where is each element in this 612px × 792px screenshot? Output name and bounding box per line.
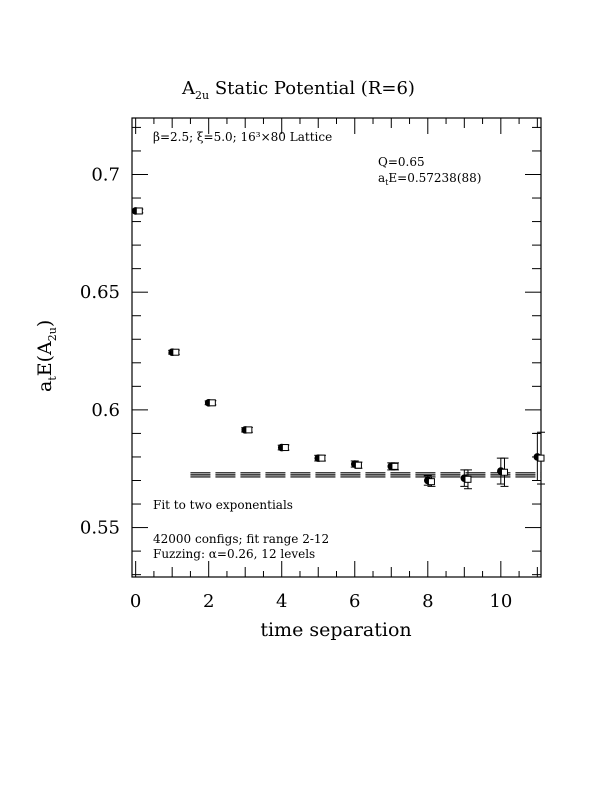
y-axis-label: atE(A2u) [34, 320, 59, 392]
data-point-square [537, 454, 545, 462]
data-point-square [464, 475, 472, 483]
x-tick-label: 8 [422, 591, 433, 612]
x-tick-label: 6 [349, 591, 360, 612]
axis-ticks [132, 118, 541, 577]
annotation-fit-energy-rest: E=0.57238(88) [388, 171, 481, 185]
x-axis-label: time separation [260, 619, 411, 641]
y-tick-label: 0.65 [80, 282, 120, 303]
y-axis-label-main: a [34, 381, 56, 392]
data-point-square [318, 454, 326, 462]
x-tick-label: 4 [276, 591, 287, 612]
annotation-fit-energy-main: a [378, 171, 385, 185]
fit-band [190, 472, 541, 478]
annotation-fit-type: Fit to two exponentials [153, 498, 293, 512]
annotation-lattice: β=2.5; ξ=5.0; 16³×80 Lattice [153, 130, 332, 144]
y-axis-label-sub1: t [46, 376, 59, 381]
y-tick-label: 0.6 [91, 400, 120, 421]
x-tick-label: 0 [130, 591, 141, 612]
chart-title-rest: Static Potential (R=6) [209, 78, 415, 99]
annotation-q: Q=0.65 [378, 155, 425, 169]
annotation-configs: 42000 configs; fit range 2-12 [153, 532, 329, 546]
data-point-square [172, 348, 180, 356]
y-tick-label: 0.7 [91, 164, 120, 185]
y-axis-label-end: ) [34, 320, 56, 327]
chart-title: A2u Static Potential (R=6) [181, 78, 415, 102]
data-points [131, 207, 545, 490]
chart-title-sub: 2u [195, 89, 209, 102]
y-tick-label: 0.55 [80, 518, 120, 539]
x-tick-label: 2 [203, 591, 214, 612]
y-axis-label-sub2: 2u [46, 327, 59, 341]
data-point-square [391, 462, 399, 470]
data-point-square [427, 478, 435, 486]
annotation-fit-energy-sub: t [385, 178, 389, 187]
data-point-square [500, 468, 508, 476]
data-point-square [208, 399, 216, 407]
tick-labels: 0 2 4 6 8 10 0.55 0.6 0.65 0.7 [80, 164, 512, 612]
data-point-square [245, 426, 253, 434]
data-point-square [135, 207, 143, 215]
chart-title-main: A [181, 78, 196, 99]
annotation-fit-energy: atE=0.57238(88) [378, 171, 481, 187]
x-tick-label: 10 [489, 591, 512, 612]
y-axis-label-mid: E(A [34, 341, 56, 376]
data-point-square [354, 461, 362, 469]
data-point-square [281, 444, 289, 452]
annotation-fuzzing: Fuzzing: α=0.26, 12 levels [153, 547, 315, 561]
